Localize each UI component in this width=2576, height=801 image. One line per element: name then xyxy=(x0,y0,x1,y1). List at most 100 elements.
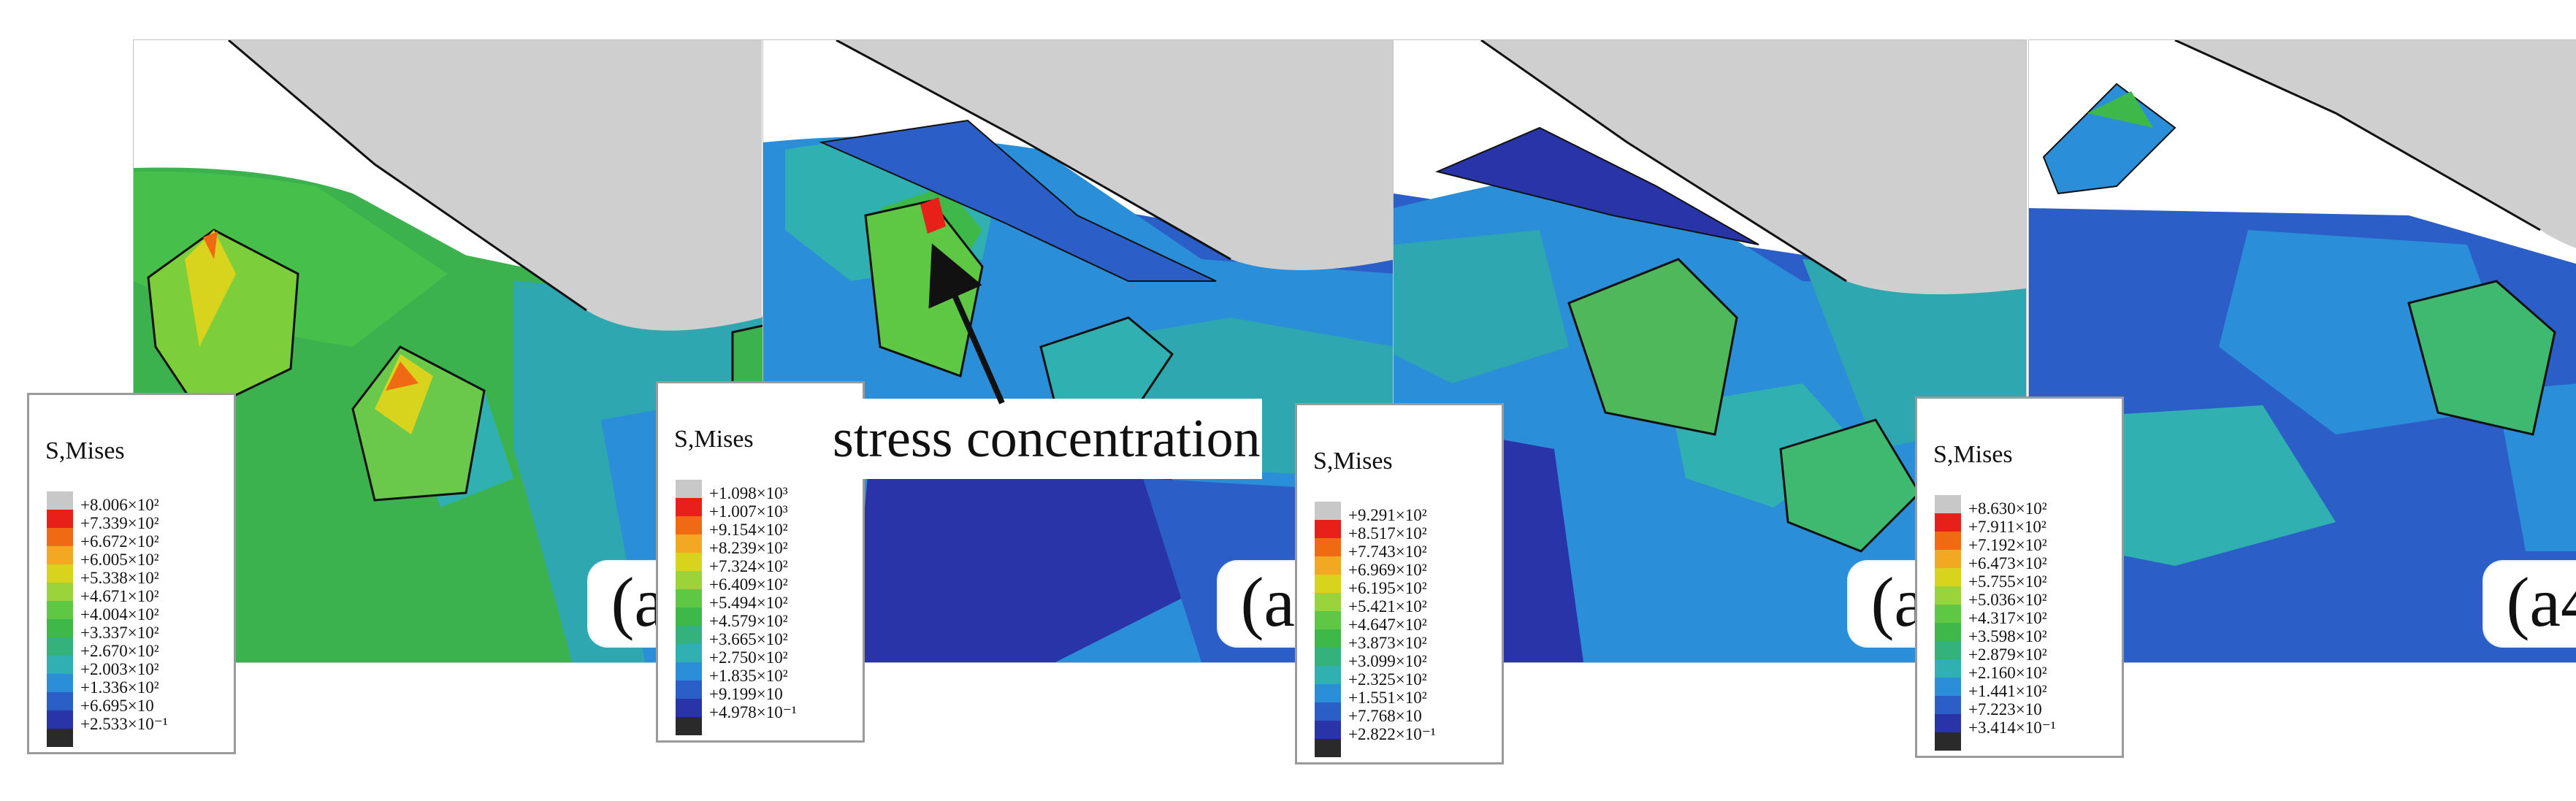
legend-row: +3.873×10² xyxy=(1315,629,1497,651)
legend-swatch xyxy=(676,516,702,534)
legend-title: S,Mises xyxy=(674,426,754,453)
legend-title: S,Mises xyxy=(45,437,125,464)
legend-row: +8.517×10² xyxy=(1315,520,1497,542)
legend-swatch xyxy=(47,637,73,656)
legend-value: +1.007×10³ xyxy=(709,502,788,521)
legend-row: +5.338×10² xyxy=(47,564,229,587)
legend-value: +3.665×10² xyxy=(709,630,788,648)
legend-value: +8.630×10² xyxy=(1968,499,2047,518)
legend-title: S,Mises xyxy=(1313,448,1393,475)
legend-swatch xyxy=(47,528,73,546)
legend-value: +5.338×10² xyxy=(80,569,159,587)
legend-swatch xyxy=(47,601,73,619)
legend-row: +2.879×10² xyxy=(1935,641,2117,663)
legend-swatch xyxy=(1935,495,1961,513)
legend-row: +4.671×10² xyxy=(47,583,229,605)
legend-row: +9.199×10 xyxy=(676,681,858,702)
legend-swatch xyxy=(1935,696,1961,714)
legend-value: +8.006×10² xyxy=(80,496,159,514)
legend-swatch xyxy=(1935,586,1961,605)
legend-scale: +9.291×10² +8.517×10² +7.743×10² +6.969×10²… xyxy=(1315,502,1497,757)
legend-value: +5.421×10² xyxy=(1348,597,1427,616)
annotation-background xyxy=(824,399,1262,479)
legend-row: +7.911×10² xyxy=(1935,513,2117,535)
legend-row: +3.414×10⁻¹ xyxy=(1935,714,2117,736)
legend-row: +4.647×10² xyxy=(1315,611,1497,633)
legend-row: +1.441×10² xyxy=(1935,678,2117,700)
legend-value: +7.339×10² xyxy=(80,514,159,532)
legend-swatch xyxy=(1315,611,1341,629)
legend-row: +6.473×10² xyxy=(1935,550,2117,572)
legend-value: +7.223×10 xyxy=(1968,700,2042,718)
legend-row: +3.099×10² xyxy=(1315,648,1497,670)
legend-swatch xyxy=(1315,702,1341,721)
legend-swatch xyxy=(1315,666,1341,684)
legend-row xyxy=(47,729,229,747)
legend-swatch xyxy=(1315,684,1341,702)
legend-value: +8.517×10² xyxy=(1348,524,1427,543)
legend-value: +2.533×10⁻¹ xyxy=(80,715,168,733)
legend-swatch xyxy=(47,710,73,729)
legend-swatch xyxy=(1315,502,1341,520)
legend-value: +5.036×10² xyxy=(1968,591,2047,609)
legend-a1: S,Mises +8.006×10² +7.339×10² +6.672×10² +6… xyxy=(27,393,236,754)
legend-row: +9.154×10² xyxy=(676,516,858,538)
legend-swatch xyxy=(676,644,702,662)
legend-value: +6.005×10² xyxy=(80,551,159,569)
legend-value: +2.750×10² xyxy=(709,648,788,667)
legend-row xyxy=(1935,732,2117,751)
legend-swatch xyxy=(1935,678,1961,696)
legend-swatch xyxy=(1315,721,1341,739)
legend-row: +6.005×10² xyxy=(47,546,229,568)
legend-swatch xyxy=(1315,739,1341,757)
legend-swatch xyxy=(676,571,702,589)
legend-row: +4.004×10² xyxy=(47,601,229,623)
legend-row: +2.003×10² xyxy=(47,656,229,678)
legend-swatch xyxy=(676,480,702,498)
legend-swatch xyxy=(47,583,73,601)
legend-value: +2.879×10² xyxy=(1968,645,2047,664)
legend-swatch xyxy=(676,553,702,571)
legend-value: +4.004×10² xyxy=(80,605,159,624)
legend-value: +7.192×10² xyxy=(1968,536,2047,554)
legend-row: +5.036×10² xyxy=(1935,586,2117,609)
legend-title: S,Mises xyxy=(1933,441,2013,468)
legend-swatch xyxy=(1315,593,1341,611)
legend-value: +4.579×10² xyxy=(709,612,788,630)
legend-row: +1.835×10² xyxy=(676,662,858,685)
legend-value: +5.755×10² xyxy=(1968,572,2047,591)
legend-value: +2.003×10² xyxy=(80,660,159,678)
legend-swatch xyxy=(676,534,702,553)
legend-row: +7.324×10² xyxy=(676,553,858,575)
legend-row: +6.672×10² xyxy=(47,528,229,550)
legend-scale: +1.098×10³ +1.007×10³ +9.154×10² +8.239×10²… xyxy=(676,480,858,735)
legend-swatch xyxy=(1935,532,1961,550)
legend-swatch xyxy=(676,699,702,717)
legend-swatch xyxy=(1935,568,1961,586)
legend-value: +2.325×10² xyxy=(1348,670,1427,689)
legend-row: +7.339×10² xyxy=(47,510,229,532)
legend-swatch xyxy=(47,510,73,528)
legend-value: +3.598×10² xyxy=(1968,627,2047,645)
legend-row xyxy=(1315,739,1497,757)
legend-swatch xyxy=(1315,556,1341,575)
legend-swatch xyxy=(1935,550,1961,568)
panel-label-a4: (a4) xyxy=(2484,562,2576,646)
legend-a4: S,Mises +8.630×10² +7.911×10² +7.192×10² +6… xyxy=(1915,396,2124,758)
legend-swatch xyxy=(47,491,73,510)
legend-value: +4.647×10² xyxy=(1348,616,1427,634)
legend-value: +6.409×10² xyxy=(709,575,788,594)
legend-row: +7.223×10 xyxy=(1935,696,2117,718)
legend-swatch xyxy=(1935,513,1961,532)
legend-swatch xyxy=(1935,641,1961,659)
legend-value: +1.441×10² xyxy=(1968,682,2047,700)
legend-value: +1.835×10² xyxy=(709,667,788,685)
legend-swatch xyxy=(47,692,73,710)
legend-row: +1.007×10³ xyxy=(676,498,858,520)
legend-value: +3.099×10² xyxy=(1348,652,1427,670)
legend-value: +7.324×10² xyxy=(709,557,788,575)
legend-row: +9.291×10² xyxy=(1315,502,1497,524)
legend-row: +6.409×10² xyxy=(676,571,858,593)
legend-row: +7.192×10² xyxy=(1935,532,2117,554)
legend-row: +4.317×10² xyxy=(1935,605,2117,626)
